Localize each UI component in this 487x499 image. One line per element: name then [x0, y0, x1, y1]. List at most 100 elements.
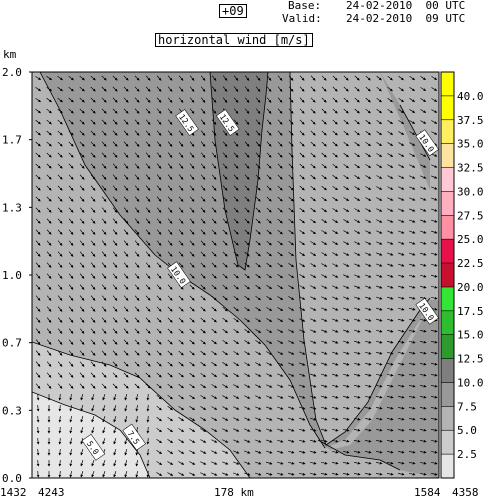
wind-arrow — [222, 339, 229, 345]
wind-arrow — [266, 108, 272, 114]
wind-arrow — [409, 197, 416, 201]
wind-arrow — [57, 251, 63, 257]
wind-arrow — [332, 208, 339, 213]
wind-arrow — [200, 273, 206, 279]
wind-arrow — [233, 351, 240, 356]
wind-arrow — [222, 229, 228, 235]
wind-arrow — [420, 263, 427, 267]
wind-arrow — [354, 186, 361, 190]
wind-arrow — [299, 207, 305, 213]
wind-arrow — [310, 185, 316, 191]
wind-arrow — [431, 131, 438, 135]
wind-arrow — [244, 75, 250, 81]
wind-arrow — [156, 108, 162, 114]
wind-arrow — [145, 174, 151, 180]
wind-arrow — [145, 119, 151, 125]
colorbar-swatch — [441, 430, 454, 455]
wind-arrow — [419, 329, 427, 333]
wind-arrow — [409, 109, 416, 113]
wind-arrow — [167, 152, 173, 158]
wind-arrow — [321, 307, 328, 311]
wind-arrow — [145, 306, 151, 312]
wind-arrow — [156, 75, 162, 81]
wind-arrow — [409, 153, 416, 157]
wind-arrow — [35, 130, 41, 136]
wind-arrow — [189, 262, 195, 268]
wind-arrow — [321, 163, 327, 169]
shade-10-0-lobe — [318, 300, 439, 478]
wind-arrow — [167, 284, 173, 290]
wind-arrow — [321, 119, 327, 125]
wind-arrow — [376, 197, 383, 201]
wind-arrow — [376, 296, 383, 300]
wind-arrow — [35, 251, 41, 257]
wind-arrow — [68, 361, 74, 367]
colorbar-swatch — [441, 143, 454, 168]
wind-arrow — [167, 328, 173, 334]
wind-arrow — [398, 120, 405, 124]
wind-arrow — [200, 207, 206, 213]
wind-arrow — [46, 339, 52, 345]
wind-arrow — [57, 317, 63, 323]
wind-arrow — [200, 229, 206, 235]
wind-arrow — [145, 295, 151, 301]
wind-vectors — [35, 75, 438, 478]
wind-arrow — [255, 207, 261, 213]
wind-arrow — [277, 174, 283, 180]
wind-arrow — [332, 174, 338, 180]
wind-arrow — [200, 174, 206, 180]
wind-arrow — [189, 86, 195, 92]
wind-arrow — [288, 285, 295, 289]
wind-arrow — [244, 273, 250, 279]
wind-arrow — [46, 163, 52, 169]
wind-arrow — [266, 86, 272, 92]
wind-arrow — [431, 274, 438, 278]
wind-arrow — [431, 230, 438, 234]
wind-arrow — [46, 361, 52, 367]
wind-arrow — [299, 97, 305, 103]
wind-arrow — [354, 75, 360, 81]
wind-arrow — [35, 218, 41, 224]
wind-arrow — [189, 174, 195, 180]
wind-arrow — [310, 351, 317, 355]
wind-arrow — [46, 141, 52, 147]
wind-arrow — [79, 218, 85, 224]
wind-arrow — [90, 295, 96, 301]
wind-arrow — [332, 86, 338, 92]
wind-arrow — [112, 251, 118, 257]
wind-arrow — [145, 218, 151, 224]
wind-arrow — [321, 252, 328, 256]
wind-arrow — [277, 97, 283, 103]
wind-arrow — [68, 207, 74, 213]
wind-arrow — [101, 86, 107, 92]
wind-arrow — [332, 241, 339, 245]
wind-arrow — [112, 152, 118, 158]
wind-arrow — [46, 185, 52, 191]
wind-arrow — [244, 174, 250, 180]
wind-arrow — [310, 252, 317, 256]
wind-arrow — [222, 75, 228, 81]
wind-arrow — [277, 119, 283, 125]
wind-arrow — [387, 120, 394, 125]
wind-arrow — [101, 284, 107, 290]
wind-arrow — [376, 86, 382, 92]
wind-arrow — [387, 86, 393, 92]
wind-arrow — [387, 252, 394, 256]
wind-arrow — [35, 284, 41, 290]
wind-arrow — [178, 130, 184, 136]
wind-arrow — [68, 229, 74, 235]
wind-arrow — [387, 75, 393, 81]
colorbar-label: 17.5 — [457, 305, 484, 318]
wind-arrow — [420, 175, 427, 179]
wind-arrow — [398, 75, 404, 81]
wind-arrow — [200, 317, 206, 323]
wind-arrow — [167, 196, 173, 202]
wind-arrow — [145, 328, 151, 334]
wind-arrow — [398, 230, 405, 234]
wind-arrow — [211, 306, 217, 312]
wind-arrow — [398, 263, 405, 267]
wind-arrow — [101, 361, 107, 367]
wind-arrow — [244, 86, 250, 92]
wind-arrow — [332, 296, 339, 300]
wind-arrow — [365, 219, 372, 223]
